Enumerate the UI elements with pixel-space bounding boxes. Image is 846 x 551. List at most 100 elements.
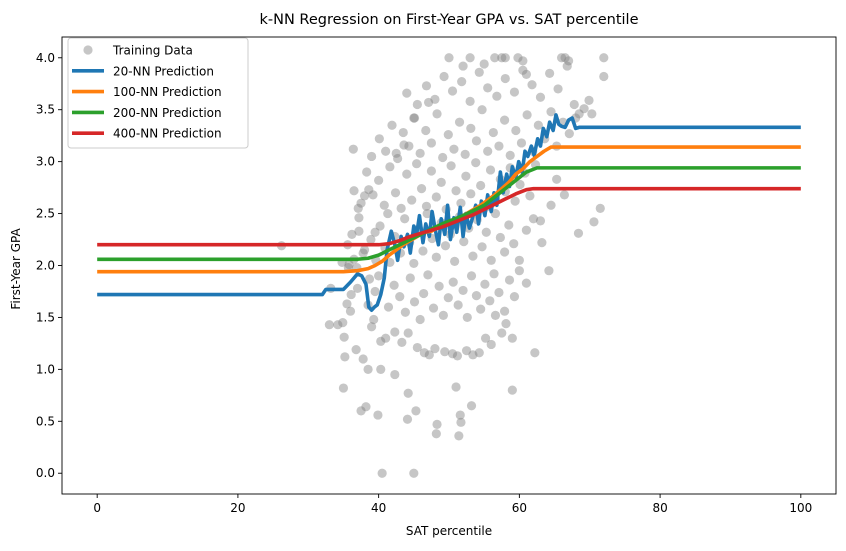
scatter-point	[459, 237, 469, 247]
prediction-line-k20	[97, 113, 801, 312]
scatter-point	[383, 208, 393, 219]
scatter-point	[450, 256, 460, 266]
scatter-point	[466, 123, 476, 133]
scatter-point	[485, 165, 496, 175]
scatter-point	[395, 292, 405, 302]
scatter-point	[483, 146, 493, 156]
scatter-point	[391, 148, 401, 158]
scatter-point	[424, 350, 434, 360]
scatter-point	[514, 266, 524, 276]
scatter-point	[528, 214, 539, 224]
scatter-point	[483, 83, 493, 93]
scatter-point	[376, 336, 386, 346]
scatter-point	[367, 322, 377, 332]
scatter-point	[346, 289, 356, 300]
scatter-point	[409, 468, 419, 478]
scatter-point	[354, 226, 364, 236]
scatter-point	[359, 191, 370, 201]
scatter-point	[446, 161, 456, 171]
scatter-point	[479, 59, 489, 69]
scatter-point	[385, 162, 395, 172]
legend-box	[67, 37, 249, 149]
scatter-point	[589, 217, 599, 227]
scatter-point	[390, 188, 401, 198]
scatter-point	[485, 296, 495, 306]
x-tick-label: 40	[371, 501, 386, 515]
scatter-point	[353, 203, 363, 213]
scatter-point	[444, 53, 454, 63]
scatter-point	[481, 227, 491, 237]
scatter-point	[500, 53, 510, 63]
legend-label: 400-NN Prediction	[113, 127, 222, 141]
scatter-point	[370, 286, 380, 297]
scatter-point	[490, 310, 501, 320]
scatter-point	[409, 297, 420, 307]
scatter-point	[564, 128, 574, 139]
legend-label: Training Data	[112, 44, 193, 58]
scatter-point	[370, 227, 380, 237]
scatter-point	[599, 53, 609, 63]
scatter-point	[458, 285, 468, 296]
scatter-point	[494, 141, 504, 151]
scatter-point	[500, 73, 510, 84]
scatter-point	[387, 120, 397, 130]
scatter-point	[363, 364, 373, 374]
scatter-point	[492, 91, 502, 101]
scatter-point	[375, 221, 385, 231]
scatter-point	[544, 266, 554, 276]
scatter-point	[556, 53, 567, 63]
y-tick-label: 0.0	[36, 466, 55, 480]
x-tick-label: 60	[512, 501, 527, 515]
y-axis-label: First-Year GPA	[9, 228, 23, 310]
scatter-point	[422, 208, 432, 219]
scatter-point	[552, 174, 562, 184]
y-tick-label: 2.0	[36, 259, 55, 273]
scatter-point	[361, 402, 371, 412]
scatter-point	[507, 385, 517, 395]
scatter-point	[430, 94, 440, 104]
scatter-point	[451, 186, 461, 196]
scatter-point	[530, 348, 540, 358]
scatter-point	[415, 148, 425, 158]
scatter-point	[356, 198, 366, 208]
x-axis-label: SAT percentile	[406, 524, 492, 538]
chart-title: k-NN Regression on First-Year GPA vs. SA…	[259, 12, 638, 28]
scatter-point	[393, 153, 403, 164]
scatter-point	[461, 171, 471, 181]
scatter-point	[451, 382, 461, 392]
scatter-point	[412, 159, 422, 169]
scatter-point	[438, 152, 448, 163]
scatter-point	[465, 53, 475, 63]
scatter-point	[462, 312, 472, 323]
scatter-point	[453, 300, 463, 310]
scatter-point	[477, 105, 487, 115]
scatter-point	[527, 80, 537, 90]
scatter-point	[471, 291, 482, 301]
scatter-point	[419, 288, 429, 299]
scatter-point	[389, 280, 399, 290]
x-tick-label: 100	[789, 501, 812, 515]
scatter-point	[405, 273, 415, 283]
scatter-point	[426, 166, 437, 176]
scatter-point	[368, 190, 378, 200]
scatter-point	[423, 270, 433, 280]
scatter-point	[477, 242, 487, 252]
scatter-point	[374, 175, 384, 185]
scatter-point	[499, 306, 510, 316]
scatter-layer	[276, 53, 609, 478]
scatter-point	[436, 177, 446, 188]
scatter-point	[409, 113, 419, 123]
scatter-point	[466, 271, 477, 281]
scatter-point	[396, 203, 406, 213]
scatter-point	[511, 125, 521, 136]
scatter-point	[419, 348, 429, 358]
scatter-point	[440, 241, 451, 251]
legend-label: 20-NN Prediction	[113, 64, 214, 78]
scatter-point	[374, 271, 384, 281]
scatter-point	[443, 130, 453, 140]
y-tick-label: 1.5	[36, 310, 55, 324]
scatter-point	[411, 406, 421, 416]
scatter-point	[546, 107, 556, 117]
